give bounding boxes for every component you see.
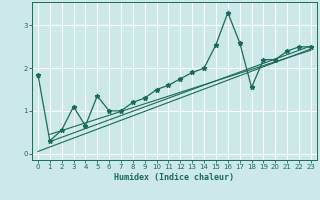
X-axis label: Humidex (Indice chaleur): Humidex (Indice chaleur) (115, 173, 234, 182)
